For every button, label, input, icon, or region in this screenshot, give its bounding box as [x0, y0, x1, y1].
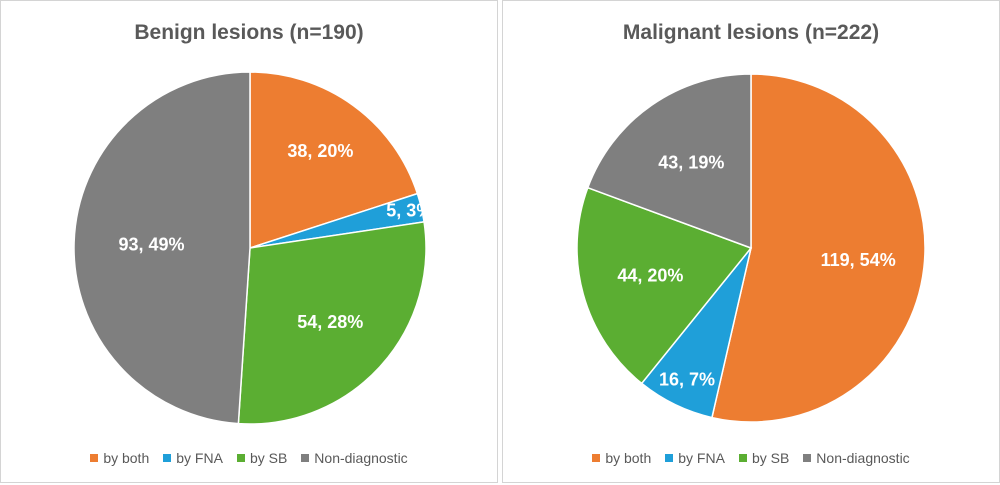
legend-item-by-both: by both: [592, 450, 651, 466]
data-label-non-diagnostic: 43, 19%: [658, 152, 724, 172]
legend-swatch: [90, 454, 99, 462]
legend-swatch: [163, 454, 172, 462]
legend-swatch: [803, 454, 812, 462]
legend-item-by-sb: by SB: [236, 450, 288, 466]
data-label-by-both: 119, 54%: [821, 250, 896, 270]
benign-pie-chart: 38, 20% 5, 3% 54, 28% 93, 49%: [73, 71, 432, 425]
slice-non-diagnostic: [73, 71, 251, 425]
chart-legend: by both by FNA by SB Non-diagnostic: [1, 450, 497, 466]
chart-title: Malignant lesions (n=222): [622, 21, 880, 44]
data-label-by-sb: 44, 20%: [617, 266, 683, 286]
slice-by-sb: [576, 186, 753, 385]
legend-item-non-diagnostic: Non-diagnostic: [803, 450, 910, 466]
slice-non-diagnostic: [586, 73, 752, 250]
malignant-pie-chart: 119, 54% 16, 7% 44, 20% 43, 19%: [576, 73, 926, 423]
legend-label: by FNA: [176, 450, 223, 466]
legend-label: Non-diagnostic: [816, 450, 910, 466]
legend-swatch: [665, 454, 674, 462]
data-label-by-fna: 16, 7%: [659, 369, 715, 389]
chart-legend: by both by FNA by SB Non-diagnostic: [503, 450, 999, 466]
legend-item-by-fna: by FNA: [665, 450, 725, 466]
legend-item-by-sb: by SB: [738, 450, 790, 466]
legend-item-by-fna: by FNA: [163, 450, 223, 466]
legend-label: by SB: [751, 450, 790, 466]
legend-swatch: [592, 454, 601, 462]
slice-by-both: [249, 71, 419, 250]
legend-swatch: [236, 454, 245, 462]
legend-item-by-both: by both: [90, 450, 149, 466]
chart-title: Benign lesions (n=190): [134, 21, 364, 44]
slice-by-both: [711, 73, 926, 423]
legend-swatch: [301, 454, 310, 462]
legend-label: by SB: [249, 450, 288, 466]
data-label-by-fna: 5, 3%: [386, 200, 432, 220]
data-label-non-diagnostic: 93, 49%: [118, 235, 184, 255]
malignant-chart-panel: Malignant lesions (n=222) 119, 54% 16, 7%…: [502, 0, 1000, 483]
data-label-by-sb: 54, 28%: [297, 312, 363, 332]
slice-by-sb: [237, 221, 427, 425]
legend-swatch: [738, 454, 747, 462]
legend-label: by both: [103, 450, 150, 466]
legend-item-non-diagnostic: Non-diagnostic: [301, 450, 408, 466]
data-label-by-both: 38, 20%: [287, 141, 353, 161]
benign-chart-panel: Benign lesions (n=190) 38, 20% 5, 3% 54, 2…: [0, 0, 498, 483]
legend-label: Non-diagnostic: [314, 450, 408, 466]
legend-label: by FNA: [678, 450, 725, 466]
legend-label: by both: [605, 450, 652, 466]
